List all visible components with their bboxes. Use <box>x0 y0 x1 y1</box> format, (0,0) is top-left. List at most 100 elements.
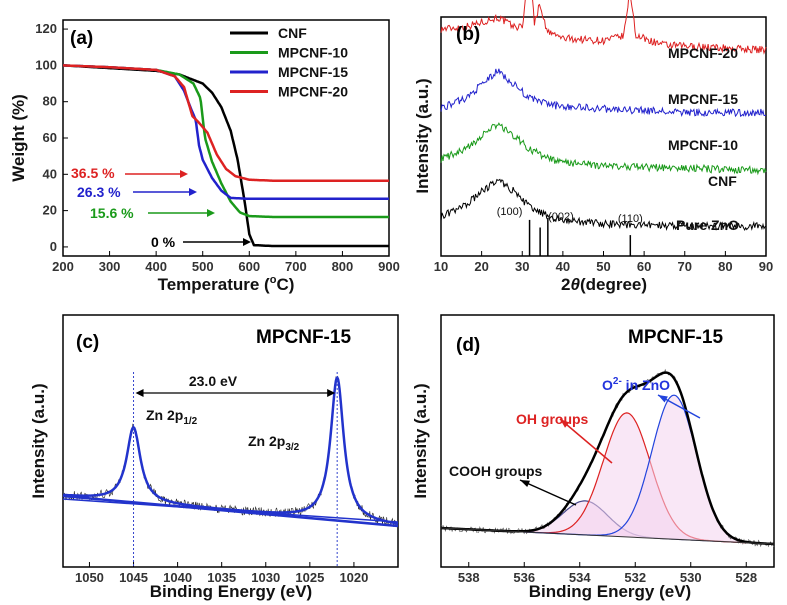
panel-a-ytick-label: 120 <box>35 21 57 36</box>
panel-d-arrow <box>519 479 577 506</box>
panel-b: 10 20 30 40 50 60 70 80 90 (100) (002) (110) MPCNF-2… <box>413 0 773 294</box>
panel-a-annotation-text: 15.6 % <box>90 205 134 221</box>
panel-b-series-label: MPCNF-10 <box>668 137 738 153</box>
panel-c-raw-spectrum <box>62 376 399 528</box>
panel-c-label: (c) <box>76 332 99 353</box>
panel-d: 538 536 534 532 530 528 (d) MPCNF-15 Intensit… <box>411 314 775 601</box>
panel-c-peak2-label: Zn 2p3/2 <box>248 433 300 453</box>
panel-d-o2-label: O2- in ZnO <box>602 376 670 393</box>
panel-b-xtick-label: 10 <box>434 259 448 274</box>
panel-d-xtick-label: 534 <box>569 570 591 585</box>
panel-d-label: (d) <box>456 335 480 356</box>
panel-b-label: (b) <box>456 24 480 45</box>
panel-d-plot: 538 536 534 532 530 528 <box>440 368 775 585</box>
panel-b-xtick-label: 40 <box>556 259 570 274</box>
panel-b-xtick-label: 70 <box>678 259 692 274</box>
panel-b-series-label: CNF <box>708 173 737 189</box>
panel-c-xtick-label: 1045 <box>119 570 148 585</box>
panel-b-xlabel-post: (degree) <box>580 275 647 294</box>
panel-c-xlabel: Binding Energy (eV) <box>150 582 312 601</box>
panel-b-series-line <box>440 68 766 118</box>
panel-b-xtick-label: 90 <box>759 259 773 274</box>
panel-a-xlabel-degree: o <box>270 274 277 286</box>
panel-c-separation: 23.0 eV <box>189 373 238 389</box>
panel-b-ylabel: Intensity (a.u.) <box>413 78 432 193</box>
panel-b-xlabel-theta: θ <box>570 275 580 294</box>
panel-b-series-line <box>440 122 767 176</box>
panel-a-legend-label: MPCNF-10 <box>278 45 348 61</box>
panel-b-series-line <box>440 0 767 55</box>
panel-d-frame <box>440 314 775 568</box>
panel-a-annotation-arrowhead <box>207 209 215 217</box>
panel-d-o2-post: in ZnO <box>622 377 670 393</box>
panel-a-annotation-arrowhead <box>243 238 251 246</box>
panel-d-ylabel: Intensity (a.u.) <box>411 383 430 498</box>
panel-b-series-label: Pure ZnO <box>676 217 739 233</box>
panel-b-reference-label: (002) <box>548 211 574 223</box>
panel-d-xtick-label: 528 <box>735 570 757 585</box>
panel-a-legend-label: MPCNF-15 <box>278 64 348 80</box>
panel-a-xtick-label: 900 <box>378 259 400 274</box>
panel-c-peak1-label: Zn 2p1/2 <box>146 407 198 427</box>
panel-a-annotation-text: 26.3 % <box>77 184 121 200</box>
panel-b-xtick-label: 50 <box>596 259 610 274</box>
panel-a-annotation-text: 36.5 % <box>71 165 115 181</box>
panel-a-ytick-label: 60 <box>43 130 57 145</box>
panel-d-arrowhead <box>560 419 570 428</box>
panel-a-series-line <box>63 64 389 182</box>
panel-a: 200 300 400 500 600 700 800 900020406080100120 … <box>9 19 400 294</box>
panel-c-plot: 1050 1045 1040 1035 1030 1025 1020 <box>62 372 399 585</box>
panel-d-component-fill <box>441 412 774 544</box>
panel-d-o2-pre: O <box>602 377 613 393</box>
panel-c-xtick-label: 1030 <box>251 570 280 585</box>
panel-c-peak2-text: Zn 2p <box>248 433 285 449</box>
panel-d-cooh-label: COOH groups <box>449 463 543 479</box>
panel-a-ytick-label: 40 <box>43 166 57 181</box>
panel-a-annotation-arrowhead <box>189 188 197 196</box>
panel-a-ytick-label: 80 <box>43 94 57 109</box>
panel-b-reference-label: (100) <box>497 206 523 218</box>
panel-c-ylabel: Intensity (a.u.) <box>29 383 48 498</box>
panel-b-xtick-label: 60 <box>637 259 651 274</box>
panel-c-peak2-sub: 3/2 <box>285 442 299 453</box>
panel-a-xlabel-end: C) <box>276 275 294 294</box>
panel-d-arrowhead <box>658 395 668 403</box>
panel-c-xtick-label: 1020 <box>339 570 368 585</box>
panel-c-separation-arrow-left <box>135 389 144 397</box>
panel-c-peak1-text: Zn 2p <box>146 407 183 423</box>
panel-a-xlabel-text: Temperature ( <box>158 275 270 294</box>
panel-a-xtick-label: 500 <box>192 259 214 274</box>
panel-c: 1050 1045 1040 1035 1030 1025 1020 (c) MPCNF-1… <box>29 314 399 601</box>
panel-c-xtick-label: 1050 <box>75 570 104 585</box>
panel-b-xtick-label: 20 <box>474 259 488 274</box>
panel-b-series-label: MPCNF-20 <box>668 45 738 61</box>
panel-a-ytick-label: 20 <box>43 203 57 218</box>
panel-b-xlabel-pre: 2 <box>561 275 570 294</box>
panel-c-xtick-label: 1025 <box>295 570 324 585</box>
panel-a-xlabel: Temperature (oC) <box>158 274 295 294</box>
panel-d-xtick-label: 532 <box>624 570 646 585</box>
panel-d-baseline <box>440 527 775 545</box>
panel-b-xlabel: 2θ(degree) <box>561 275 647 294</box>
panel-d-xlabel: Binding Energy (eV) <box>529 582 691 601</box>
panel-a-label: (a) <box>70 28 93 49</box>
panel-b-series-label: MPCNF-15 <box>668 91 738 107</box>
panel-a-xtick-label: 300 <box>99 259 121 274</box>
panel-a-xtick-label: 400 <box>145 259 167 274</box>
panel-d-xtick-label: 538 <box>458 570 480 585</box>
panel-b-reference-label: (110) <box>618 213 643 225</box>
panel-a-xtick-label: 600 <box>238 259 260 274</box>
panel-b-xtick-label: 80 <box>718 259 732 274</box>
panel-a-ytick-label: 0 <box>50 239 57 254</box>
panel-c-xtick-label: 1035 <box>207 570 236 585</box>
panel-c-frame <box>62 314 399 568</box>
panel-d-xtick-label: 536 <box>513 570 535 585</box>
panel-b-xtick-label: 30 <box>515 259 529 274</box>
panel-c-baseline-2 <box>62 498 399 523</box>
panel-c-fit-curve <box>62 375 399 525</box>
panel-d-xtick-label: 530 <box>680 570 702 585</box>
panel-a-plot: 200 300 400 500 600 700 800 900 0 20 40 60 80 100 120 <box>35 21 400 274</box>
panel-a-xtick-label: 200 <box>52 259 74 274</box>
panel-a-annotation-arrowhead <box>180 170 188 178</box>
